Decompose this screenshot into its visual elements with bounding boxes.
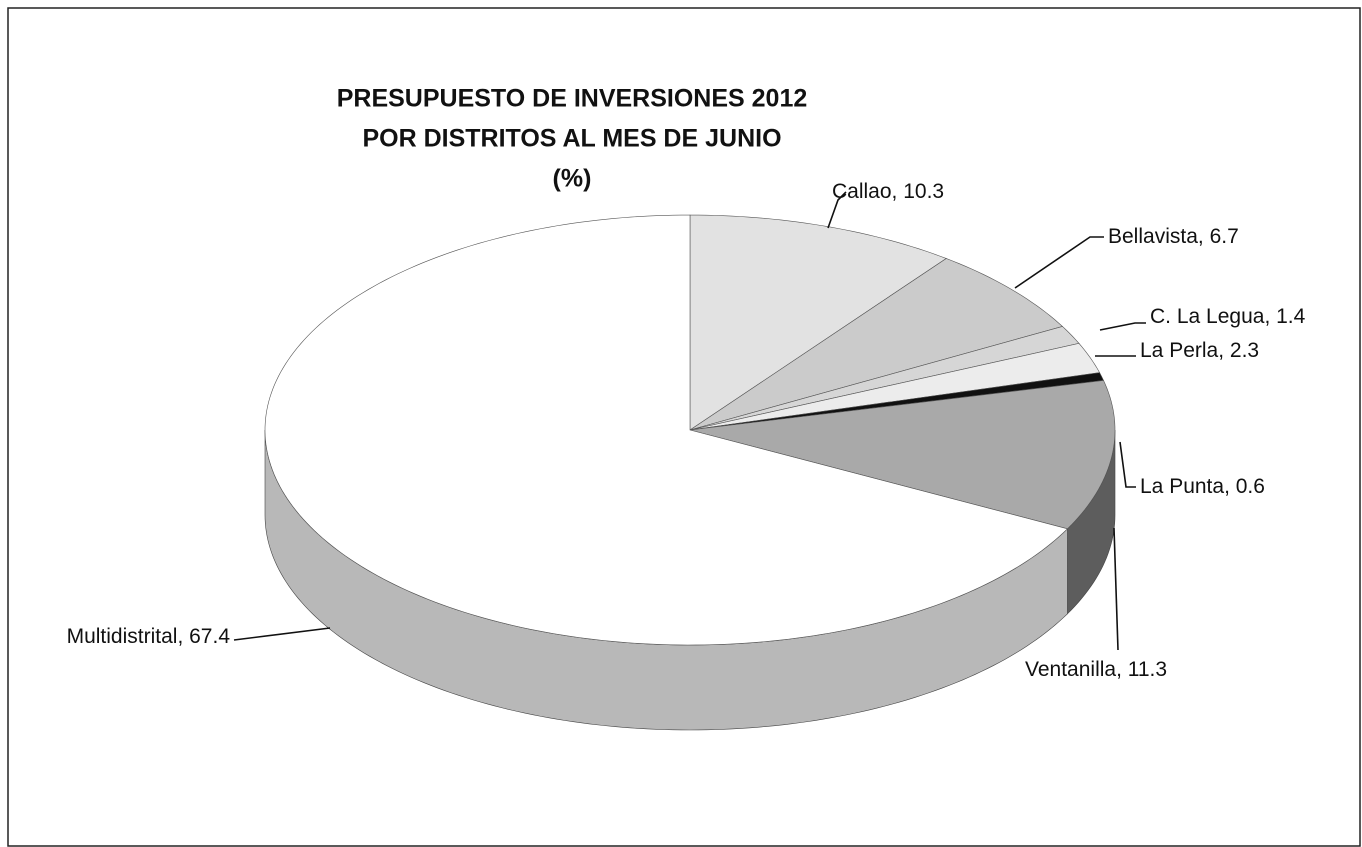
data-label: C. La Legua, 1.4: [1150, 305, 1306, 328]
leader-line: [1113, 527, 1119, 651]
data-label: Callao, 10.3: [832, 180, 944, 203]
label-separator: ,: [892, 180, 904, 203]
pie-slice: [689, 326, 1080, 431]
chart-title: POR DISTRITOS AL MES DE JUNIO: [362, 125, 781, 153]
pie-tops: [264, 214, 1116, 646]
pie-slice: [689, 343, 1101, 431]
leader-line: [1119, 441, 1136, 488]
leader-line: [1014, 236, 1104, 289]
data-label: La Punta, 0.6: [1140, 475, 1265, 498]
value-label: 0.6: [1236, 475, 1265, 498]
label-separator: ,: [1264, 305, 1276, 328]
value-label: 10.3: [903, 180, 944, 203]
category-label: Ventanilla: [1025, 658, 1116, 681]
label-separator: ,: [177, 625, 189, 648]
value-label: 11.3: [1128, 658, 1167, 681]
category-label: Callao: [832, 180, 892, 203]
data-label: Bellavista, 6.7: [1108, 225, 1239, 248]
pie-slice: [689, 380, 1116, 530]
label-separator: ,: [1116, 658, 1128, 681]
value-label: 1.4: [1276, 305, 1306, 328]
label-separator: ,: [1218, 339, 1230, 362]
chart-title: PRESUPUESTO DE INVERSIONES 2012: [337, 85, 808, 113]
leader-line: [827, 191, 847, 229]
category-label: C. La Legua: [1150, 305, 1265, 328]
label-separator: ,: [1198, 225, 1210, 248]
value-label: 6.7: [1210, 225, 1239, 248]
label-separator: ,: [1224, 475, 1236, 498]
value-label: 2.3: [1230, 339, 1259, 362]
category-label: Bellavista: [1108, 225, 1198, 248]
pie-slice: [264, 214, 1069, 646]
data-label: Multidistrital, 67.4: [67, 625, 231, 648]
pie-slice: [689, 214, 947, 431]
category-label: La Perla: [1140, 339, 1219, 362]
data-label: La Perla, 2.3: [1140, 339, 1259, 362]
pie-slice: [689, 258, 1064, 431]
leader-line: [233, 627, 331, 641]
data-label: Ventanilla, 11.3: [1025, 658, 1167, 681]
chart-frame: [7, 7, 1361, 847]
chart-title: (%): [553, 165, 592, 193]
category-label: La Punta: [1140, 475, 1224, 498]
leader-line: [1099, 322, 1146, 331]
category-label: Multidistrital: [67, 625, 178, 648]
value-label: 67.4: [189, 625, 230, 648]
